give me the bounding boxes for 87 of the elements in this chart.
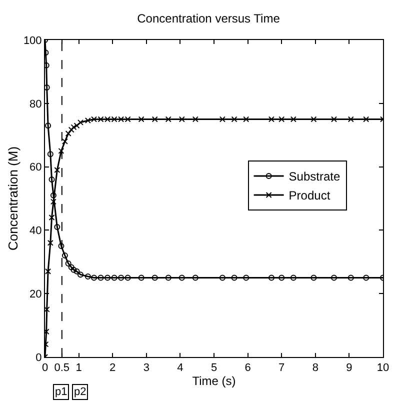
point	[62, 252, 68, 259]
point	[278, 274, 285, 281]
y-tick-label: 60	[30, 162, 42, 174]
x-tick-label: 8	[312, 362, 318, 374]
point	[45, 268, 52, 274]
y-tick-label: 40	[30, 225, 42, 238]
point	[48, 176, 55, 182]
point	[45, 122, 52, 129]
legend-label: Substrate	[288, 170, 340, 184]
point	[330, 116, 337, 122]
x-tick-label: 10	[376, 362, 390, 374]
y-tick-label: 20	[30, 288, 42, 300]
point	[45, 306, 50, 312]
point	[68, 126, 74, 133]
text: p1	[55, 386, 68, 398]
point	[348, 274, 354, 281]
point	[278, 116, 285, 122]
point	[118, 274, 124, 281]
x-tick-label: 1	[76, 362, 82, 374]
point	[290, 274, 296, 281]
point	[178, 274, 185, 281]
x-tick-label: 7	[278, 362, 285, 374]
point	[70, 124, 77, 130]
point	[124, 274, 131, 281]
y-tick-label: 80	[30, 98, 42, 110]
point	[152, 116, 158, 122]
point	[45, 84, 50, 91]
point	[111, 274, 118, 281]
point	[77, 272, 84, 278]
point	[65, 130, 72, 137]
point	[58, 243, 64, 250]
point	[62, 138, 68, 144]
point	[74, 268, 80, 274]
point	[47, 151, 54, 158]
chart-title: Concentration versus Time	[137, 12, 280, 26]
point	[363, 274, 370, 281]
point	[50, 192, 56, 198]
point	[98, 274, 104, 281]
point	[348, 116, 354, 122]
point	[91, 274, 98, 281]
point	[219, 116, 226, 122]
x-tick-label: 6	[244, 362, 251, 374]
y-axis-title: Concentration (M)	[5, 146, 20, 251]
point	[165, 274, 172, 281]
x-tick-label: 5	[210, 362, 218, 374]
point	[192, 116, 198, 122]
x-axis-title: Time (s)	[192, 374, 236, 388]
point	[74, 122, 80, 129]
legend-label: Product	[288, 188, 331, 203]
point	[138, 274, 144, 281]
point	[243, 274, 250, 281]
x-tick-label: 9	[346, 362, 352, 374]
point	[330, 274, 337, 281]
y-tick-label: 100	[23, 34, 42, 47]
y-tick-label: 0	[36, 352, 42, 364]
point	[192, 274, 198, 281]
point	[58, 148, 64, 154]
point	[54, 166, 60, 173]
x-tick-label: 0.5	[54, 362, 70, 374]
x-tick-label: 2	[110, 362, 116, 374]
point	[268, 274, 274, 281]
point	[243, 116, 250, 122]
point	[48, 214, 55, 221]
x-tick-label: 4	[177, 362, 184, 374]
point	[104, 274, 111, 281]
point	[219, 274, 226, 281]
point	[231, 274, 238, 281]
x-tick-label: 3	[143, 362, 150, 374]
point	[54, 224, 60, 230]
point	[310, 274, 317, 281]
point	[310, 116, 317, 122]
point	[231, 116, 238, 122]
point	[152, 274, 158, 281]
point	[165, 116, 172, 122]
point	[70, 266, 77, 273]
text: p2	[74, 386, 86, 398]
point	[138, 116, 144, 122]
point	[47, 240, 54, 246]
point	[68, 264, 74, 270]
point	[290, 116, 296, 122]
point	[178, 116, 185, 122]
point	[50, 198, 56, 205]
point	[77, 119, 84, 126]
point	[363, 116, 370, 122]
point	[84, 273, 91, 280]
point	[65, 260, 72, 266]
point	[268, 116, 274, 122]
